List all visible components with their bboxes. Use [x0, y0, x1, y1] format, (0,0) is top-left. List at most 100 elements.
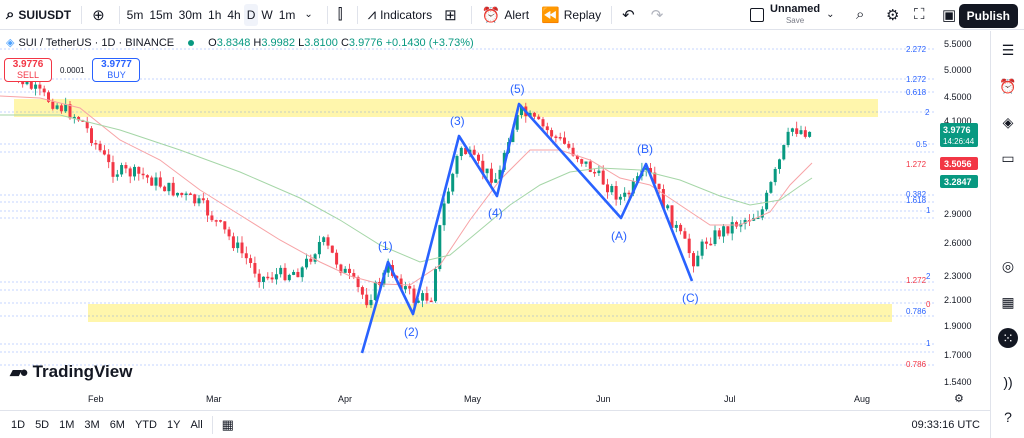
candle-body: [489, 168, 493, 183]
ma-fast-label: 3.5056: [944, 159, 972, 169]
tf-15m[interactable]: 15m: [146, 0, 175, 30]
chat-icon[interactable]: ▭: [1001, 149, 1015, 166]
range-all[interactable]: All: [190, 418, 203, 431]
candle-body: [778, 159, 781, 169]
range-1y[interactable]: 1Y: [166, 418, 181, 431]
candle-body: [150, 177, 154, 186]
snapshot-button[interactable]: ▣: [936, 0, 966, 30]
tf-dropdown[interactable]: ⌄: [298, 0, 322, 30]
undo-button[interactable]: ↶: [616, 0, 645, 30]
candle-body: [141, 173, 145, 176]
candle-body: [429, 300, 433, 303]
candle-body: [670, 205, 674, 228]
publish-button[interactable]: Publish: [958, 4, 1018, 28]
chart-legend: ◈ SUI / TetherUS · 1D · BINANCE O3.8348 …: [6, 36, 474, 50]
tf-4h[interactable]: 4h: [224, 0, 243, 30]
range-ytd[interactable]: YTD: [134, 418, 157, 431]
candle-body: [790, 128, 794, 132]
candle-body: [627, 192, 631, 195]
replay-button[interactable]: ⏪ Replay: [535, 0, 607, 30]
ma-slow-tag: [940, 175, 978, 188]
candle-body: [34, 84, 38, 89]
candle-body: [511, 129, 515, 143]
undo-icon: ↶: [622, 6, 635, 24]
candle-body: [287, 274, 291, 281]
tf-w[interactable]: W: [258, 0, 275, 30]
right-sidebar: ☰ ⏰ ◈ ▭ ◎ ▦ ⁙ )) ?: [990, 31, 1024, 438]
price-tick: 4.5000: [944, 92, 972, 102]
plus-circle-icon: ⊕: [92, 6, 105, 24]
apps-grid-icon[interactable]: ⁙: [998, 328, 1018, 348]
compare-button[interactable]: ⊕: [86, 0, 115, 30]
time-axis[interactable]: Feb Mar Apr May Jun Jul Aug: [88, 394, 870, 404]
help-icon[interactable]: ?: [1004, 409, 1012, 425]
axis-settings-icon[interactable]: ⚙: [954, 393, 964, 405]
date-range-calendar-icon[interactable]: ▦: [221, 416, 234, 432]
candle-body: [631, 181, 635, 194]
fullscreen-button[interactable]: ⛶: [908, 0, 935, 30]
candle-body: [786, 131, 790, 146]
price-axis[interactable]: 5.5000 5.0000 4.5000 4.1000 2.9000 2.600…: [944, 39, 972, 387]
candle-body: [416, 300, 420, 303]
legend-ticker[interactable]: SUI / TetherUS · 1D · BINANCE: [18, 36, 175, 49]
templates-button[interactable]: ⊞: [438, 0, 467, 30]
candle-body: [584, 161, 588, 164]
alarm-clock-icon[interactable]: ⏰: [999, 77, 1017, 94]
tradingview-logo[interactable]: ▰● TradingView: [10, 362, 132, 382]
range-1d[interactable]: 1D: [11, 418, 26, 431]
indicators-button[interactable]: ⩘ Indicators: [362, 0, 439, 30]
price-tick: 1.5400: [944, 377, 972, 387]
price-chart[interactable]: (1) (2) (3) (4) (5) (A) (B) (C) 2.272 1.…: [0, 31, 990, 409]
range-1m[interactable]: 1M: [59, 418, 75, 431]
range-5d[interactable]: 5D: [35, 418, 50, 431]
candle-body: [167, 182, 171, 192]
range-6m[interactable]: 6M: [109, 418, 125, 431]
candle-body: [498, 169, 502, 180]
candle-body: [606, 184, 609, 193]
settings-button[interactable]: ⚙: [880, 0, 909, 30]
candle-body: [322, 237, 326, 242]
wave-label-3: (3): [450, 114, 465, 128]
chart-type-button[interactable]: ⫿: [332, 0, 353, 30]
candle-body: [541, 119, 545, 127]
candle-body: [717, 230, 721, 237]
legend-ohlc: O3.8348 H3.9982 L3.8100 C3.9776 +0.1430 …: [208, 37, 474, 49]
divider: [326, 5, 328, 24]
candle-body: [309, 258, 313, 262]
candle-body: [412, 288, 416, 303]
buy-button[interactable]: 3.9777 BUY: [92, 58, 141, 82]
quick-search-button[interactable]: ⌕: [850, 0, 874, 30]
candle-body: [485, 168, 489, 174]
range-3m[interactable]: 3M: [84, 418, 100, 431]
tf-5m[interactable]: 5m: [124, 0, 147, 30]
tradingview-logo-icon: ▰●: [10, 364, 29, 381]
sell-button[interactable]: 3.9776 SELL: [4, 58, 52, 82]
zoom-search-icon: ⌕: [856, 6, 865, 23]
candle-body: [115, 174, 119, 177]
utc-clock[interactable]: 09:33:16 UTC: [911, 419, 980, 431]
layers-icon[interactable]: ◈: [1002, 113, 1014, 130]
tf-30m[interactable]: 30m: [176, 0, 205, 30]
alert-button[interactable]: ⏰ Alert: [476, 0, 535, 30]
candle-body: [661, 189, 665, 209]
tf-1h[interactable]: 1h: [205, 0, 224, 30]
calendar-icon[interactable]: ▦: [1001, 293, 1015, 310]
chevron-down-icon: ⌄: [826, 9, 835, 20]
candle-body: [128, 168, 132, 177]
tf-d[interactable]: D: [243, 3, 259, 26]
candle-body: [726, 226, 730, 234]
layout-checkbox-icon: [750, 7, 764, 22]
symbol-search-button[interactable]: ⌕ SUIUSDT: [0, 0, 77, 30]
broadcast-icon[interactable]: )): [1003, 374, 1013, 390]
wave-label-a: (A): [611, 229, 627, 243]
candle-body: [68, 104, 72, 119]
tf-1m[interactable]: 1m: [276, 0, 299, 30]
low-label: L: [298, 36, 305, 49]
watchlist-icon[interactable]: ☰: [1001, 41, 1015, 58]
layout-button[interactable]: Unnamed Save ⌄: [744, 0, 845, 30]
candle-body: [231, 236, 235, 249]
time-tick: Jun: [596, 394, 611, 404]
camera-icon: ▣: [942, 6, 957, 24]
target-icon[interactable]: ◎: [1001, 257, 1015, 274]
redo-button[interactable]: ↷: [645, 0, 674, 30]
